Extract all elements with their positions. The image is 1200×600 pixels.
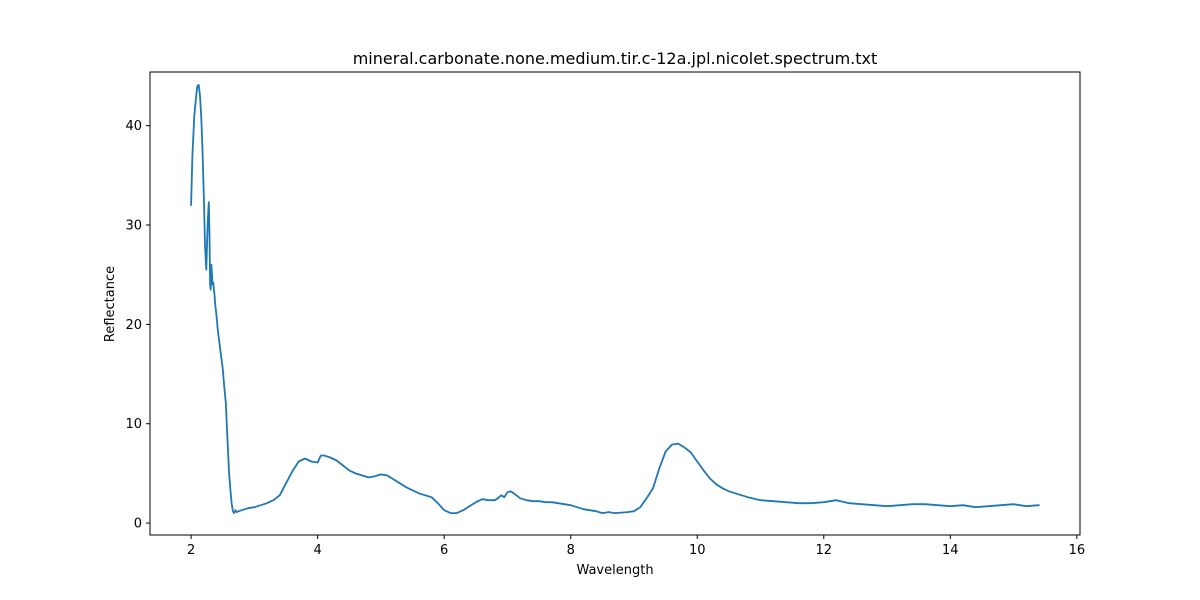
x-axis: 2 4 6 8 10 12 14 16 [187,535,1085,558]
y-tick-label: 20 [125,318,142,333]
chart-title: mineral.carbonate.none.medium.tir.c-12a.… [353,49,878,68]
x-tick-label: 2 [187,543,195,558]
x-tick-label: 4 [314,543,322,558]
y-tick-label: 30 [125,219,142,234]
x-tick-label: 16 [1069,543,1086,558]
x-tick-label: 12 [816,543,833,558]
x-tick-label: 10 [689,543,706,558]
y-tick-label: 0 [134,517,142,532]
x-tick-label: 6 [440,543,448,558]
y-axis-label: Reflectance [103,266,118,342]
x-axis-label: Wavelength [576,563,653,578]
y-axis: 0 10 20 30 40 [125,119,150,532]
series-layer [190,84,1040,514]
x-tick-label: 14 [942,543,959,558]
x-tick-label: 8 [567,543,575,558]
plot-area [149,71,1081,536]
y-tick-label: 10 [125,417,142,432]
spectrum-line [190,84,1040,514]
axes-frame [149,71,1081,536]
y-tick-label: 40 [125,119,142,134]
